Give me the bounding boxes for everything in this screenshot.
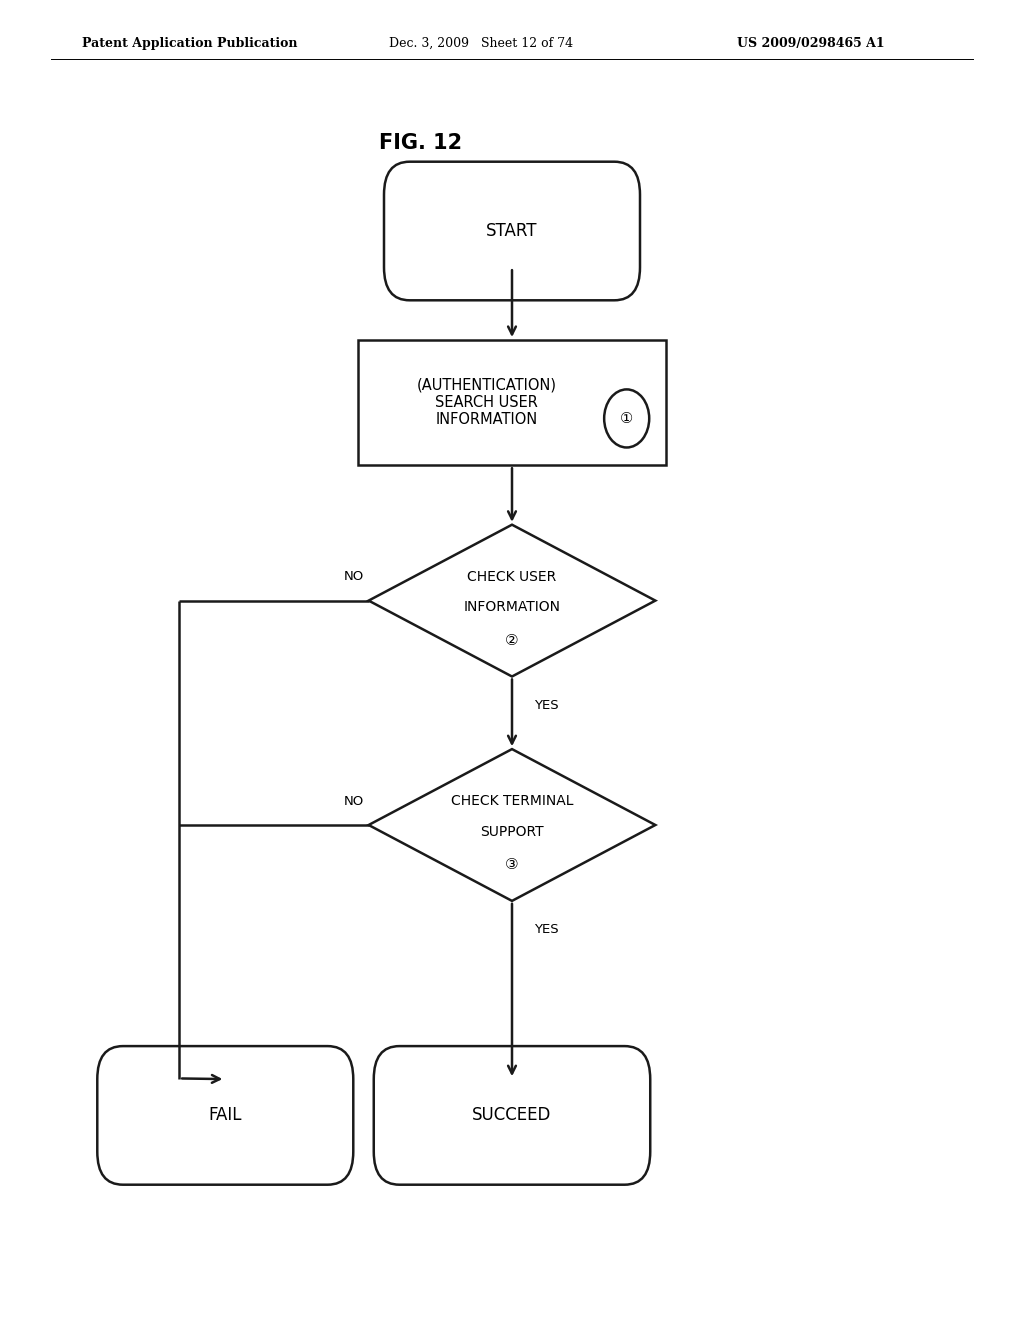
Text: YES: YES <box>535 924 559 936</box>
Text: (AUTHENTICATION)
SEARCH USER
INFORMATION: (AUTHENTICATION) SEARCH USER INFORMATION <box>417 378 556 428</box>
Bar <box>358 341 666 466</box>
Text: INFORMATION: INFORMATION <box>464 601 560 614</box>
Circle shape <box>604 389 649 447</box>
Polygon shape <box>369 750 655 900</box>
Polygon shape <box>369 524 655 676</box>
Text: YES: YES <box>535 700 559 711</box>
Text: ①: ① <box>621 411 633 426</box>
Text: SUPPORT: SUPPORT <box>480 825 544 838</box>
Text: SUCCEED: SUCCEED <box>472 1106 552 1125</box>
Text: Dec. 3, 2009   Sheet 12 of 74: Dec. 3, 2009 Sheet 12 of 74 <box>389 37 573 50</box>
FancyBboxPatch shape <box>384 162 640 301</box>
Text: US 2009/0298465 A1: US 2009/0298465 A1 <box>737 37 885 50</box>
Text: NO: NO <box>343 570 364 583</box>
Text: NO: NO <box>343 795 364 808</box>
Text: FAIL: FAIL <box>209 1106 242 1125</box>
FancyBboxPatch shape <box>97 1045 353 1185</box>
Text: START: START <box>486 222 538 240</box>
FancyBboxPatch shape <box>374 1045 650 1185</box>
Text: CHECK TERMINAL: CHECK TERMINAL <box>451 795 573 808</box>
Text: ③: ③ <box>505 857 519 873</box>
Text: FIG. 12: FIG. 12 <box>379 132 462 153</box>
Text: Patent Application Publication: Patent Application Publication <box>82 37 297 50</box>
Text: ②: ② <box>505 632 519 648</box>
Text: CHECK USER: CHECK USER <box>467 570 557 583</box>
